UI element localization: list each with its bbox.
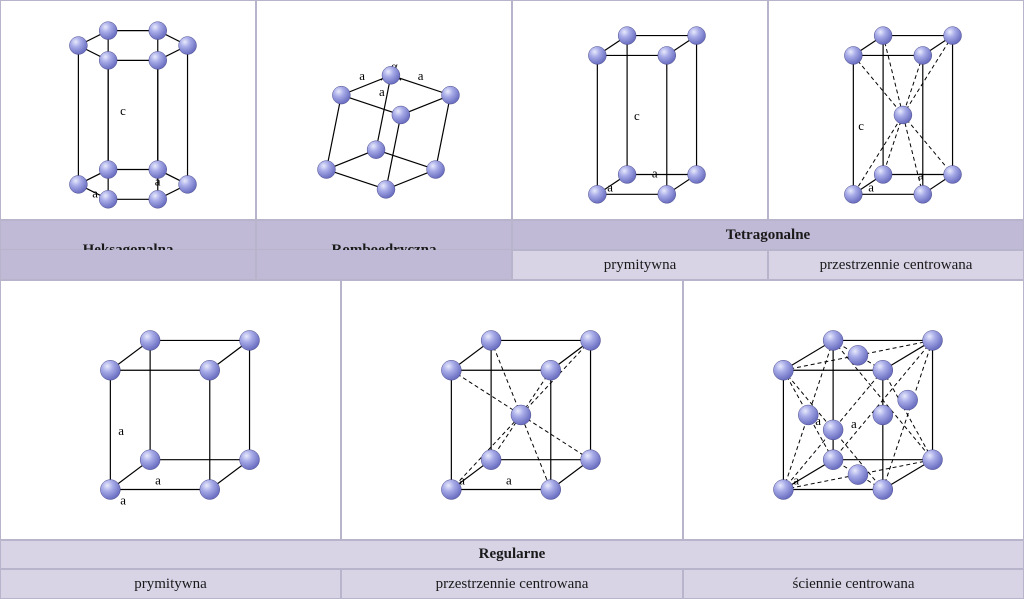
- header-cubic-group: Regularne: [0, 540, 1024, 569]
- header-tet-primitive: prymitywna: [512, 250, 768, 280]
- teti-label-a2: a: [918, 168, 924, 182]
- cubic-primitive-diagram: a a a: [0, 280, 341, 540]
- cubi-label-a2: a: [506, 473, 512, 488]
- teti-label-c: c: [858, 119, 864, 133]
- header-hexagonal-ext: [0, 250, 256, 280]
- hex-atoms: [69, 22, 196, 209]
- rhombohedral-diagram: a a a α: [256, 0, 512, 220]
- header-tetragonal-group: Tetragonalne: [512, 220, 1024, 250]
- tetp-label-a1: a: [607, 180, 613, 194]
- tetragonal-bodycentred-diagram: c a a: [768, 0, 1024, 220]
- cubic-bodycentred-diagram: a a: [341, 280, 683, 540]
- header-hexagonal: Heksagonalna: [0, 220, 256, 250]
- header-tet-body: przestrzennie centrowana: [768, 250, 1024, 280]
- cubp-atoms: [100, 330, 259, 499]
- rhombo-label-a2: a: [418, 69, 424, 83]
- rhombo-label-a3: a: [379, 85, 385, 99]
- header-cubic-body: przestrzennie centrowana: [341, 569, 683, 599]
- cubp-label-a2: a: [155, 473, 161, 488]
- tetp-label-c: c: [634, 109, 640, 123]
- teti-label-a1: a: [868, 180, 874, 194]
- tetp-atoms: [588, 27, 705, 204]
- teti-atoms: [844, 27, 961, 204]
- hexagonal-diagram: c a a: [0, 0, 256, 220]
- tetp-label-a2: a: [652, 166, 658, 180]
- hex-label-c: c: [120, 104, 126, 118]
- header-rhombohedral: Romboedryczna: [256, 220, 512, 250]
- header-cubic-face: ściennie centrowana: [683, 569, 1024, 599]
- cubf-label-a2: a: [793, 473, 799, 488]
- rhombo-label-a1: a: [359, 69, 365, 83]
- cubp-label-a3: a: [120, 492, 126, 507]
- cubp-label-a1: a: [118, 423, 124, 438]
- cubf-label-a3: a: [851, 416, 857, 431]
- crystal-lattice-figure: c a a: [0, 0, 1024, 599]
- hex-label-a1: a: [92, 186, 98, 200]
- cubic-facecentred-diagram: a a a: [683, 280, 1024, 540]
- header-rhombohedral-ext: [256, 250, 512, 280]
- tetragonal-primitive-diagram: c a a: [512, 0, 768, 220]
- header-cubic-primitive: prymitywna: [0, 569, 341, 599]
